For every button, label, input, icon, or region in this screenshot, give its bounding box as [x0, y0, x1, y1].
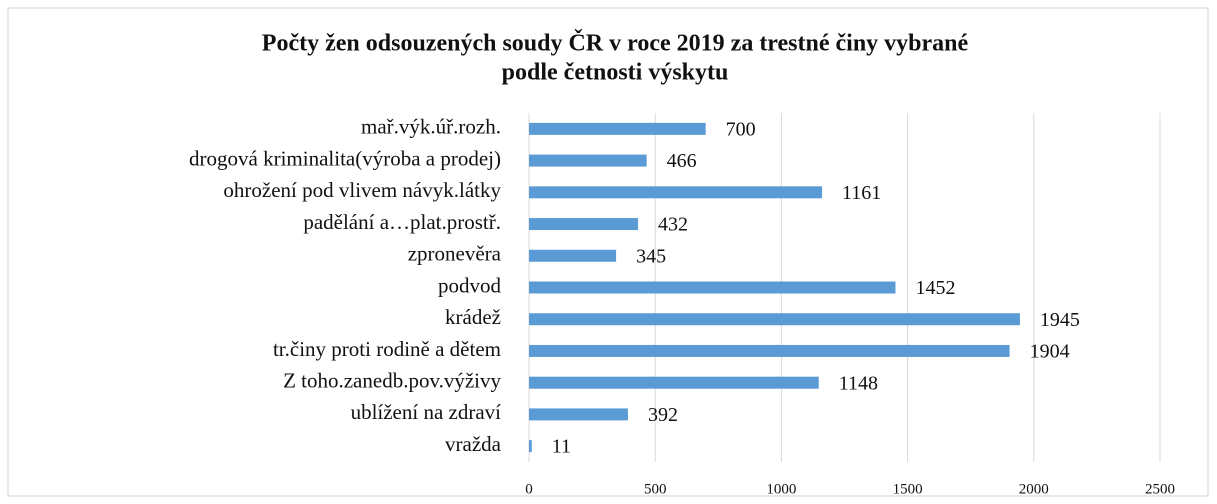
y-tick-label: Z toho.zanedb.pov.výživy — [283, 368, 501, 392]
y-tick-label: zpronevěra — [408, 242, 502, 266]
y-tick-label: drogová kriminalita(výroba a prodej) — [189, 146, 501, 170]
chart-title: Počty žen odsouzených soudy ČR v roce 20… — [262, 30, 969, 57]
bar — [529, 440, 532, 453]
y-tick-label: ohrožení pod vlivem návyk.látky — [223, 178, 501, 202]
data-label: 1945 — [1040, 309, 1080, 331]
data-label: 432 — [658, 214, 688, 236]
x-tick-label: 2000 — [1019, 481, 1049, 497]
data-label: 345 — [636, 245, 666, 267]
bar — [529, 154, 647, 167]
y-tick-label: ublížení na zdraví — [351, 400, 502, 424]
data-label: 1452 — [915, 277, 955, 299]
bar — [529, 376, 819, 389]
bar — [529, 218, 639, 231]
bar — [529, 281, 896, 294]
y-tick-label: vražda — [445, 432, 502, 456]
bar — [529, 249, 617, 262]
bar — [529, 344, 1010, 357]
chart-title: podle četnosti výskytu — [502, 60, 729, 86]
data-label: 392 — [648, 404, 678, 426]
y-tick-label: mař.výk.úř.rozh. — [361, 115, 501, 139]
x-tick-label: 2500 — [1145, 481, 1175, 497]
bar — [529, 122, 706, 135]
data-label: 1148 — [839, 372, 878, 394]
x-tick-label: 1500 — [893, 481, 923, 497]
x-tick-label: 500 — [644, 481, 667, 497]
y-tick-label: podvod — [438, 273, 502, 297]
bar — [529, 186, 823, 199]
x-tick-label: 0 — [525, 481, 533, 497]
data-label: 1161 — [842, 182, 881, 204]
y-tick-label: tr.činy proti rodině a dětem — [273, 337, 501, 361]
bar — [529, 313, 1020, 326]
data-label: 466 — [667, 150, 697, 172]
data-label: 700 — [726, 118, 756, 140]
x-tick-label: 1000 — [766, 481, 796, 497]
data-label: 1904 — [1030, 341, 1070, 363]
data-label: 11 — [552, 436, 571, 458]
bar — [529, 408, 628, 421]
y-tick-label: padělání a…plat.prostř. — [303, 210, 501, 234]
y-tick-label: krádež — [445, 305, 501, 329]
